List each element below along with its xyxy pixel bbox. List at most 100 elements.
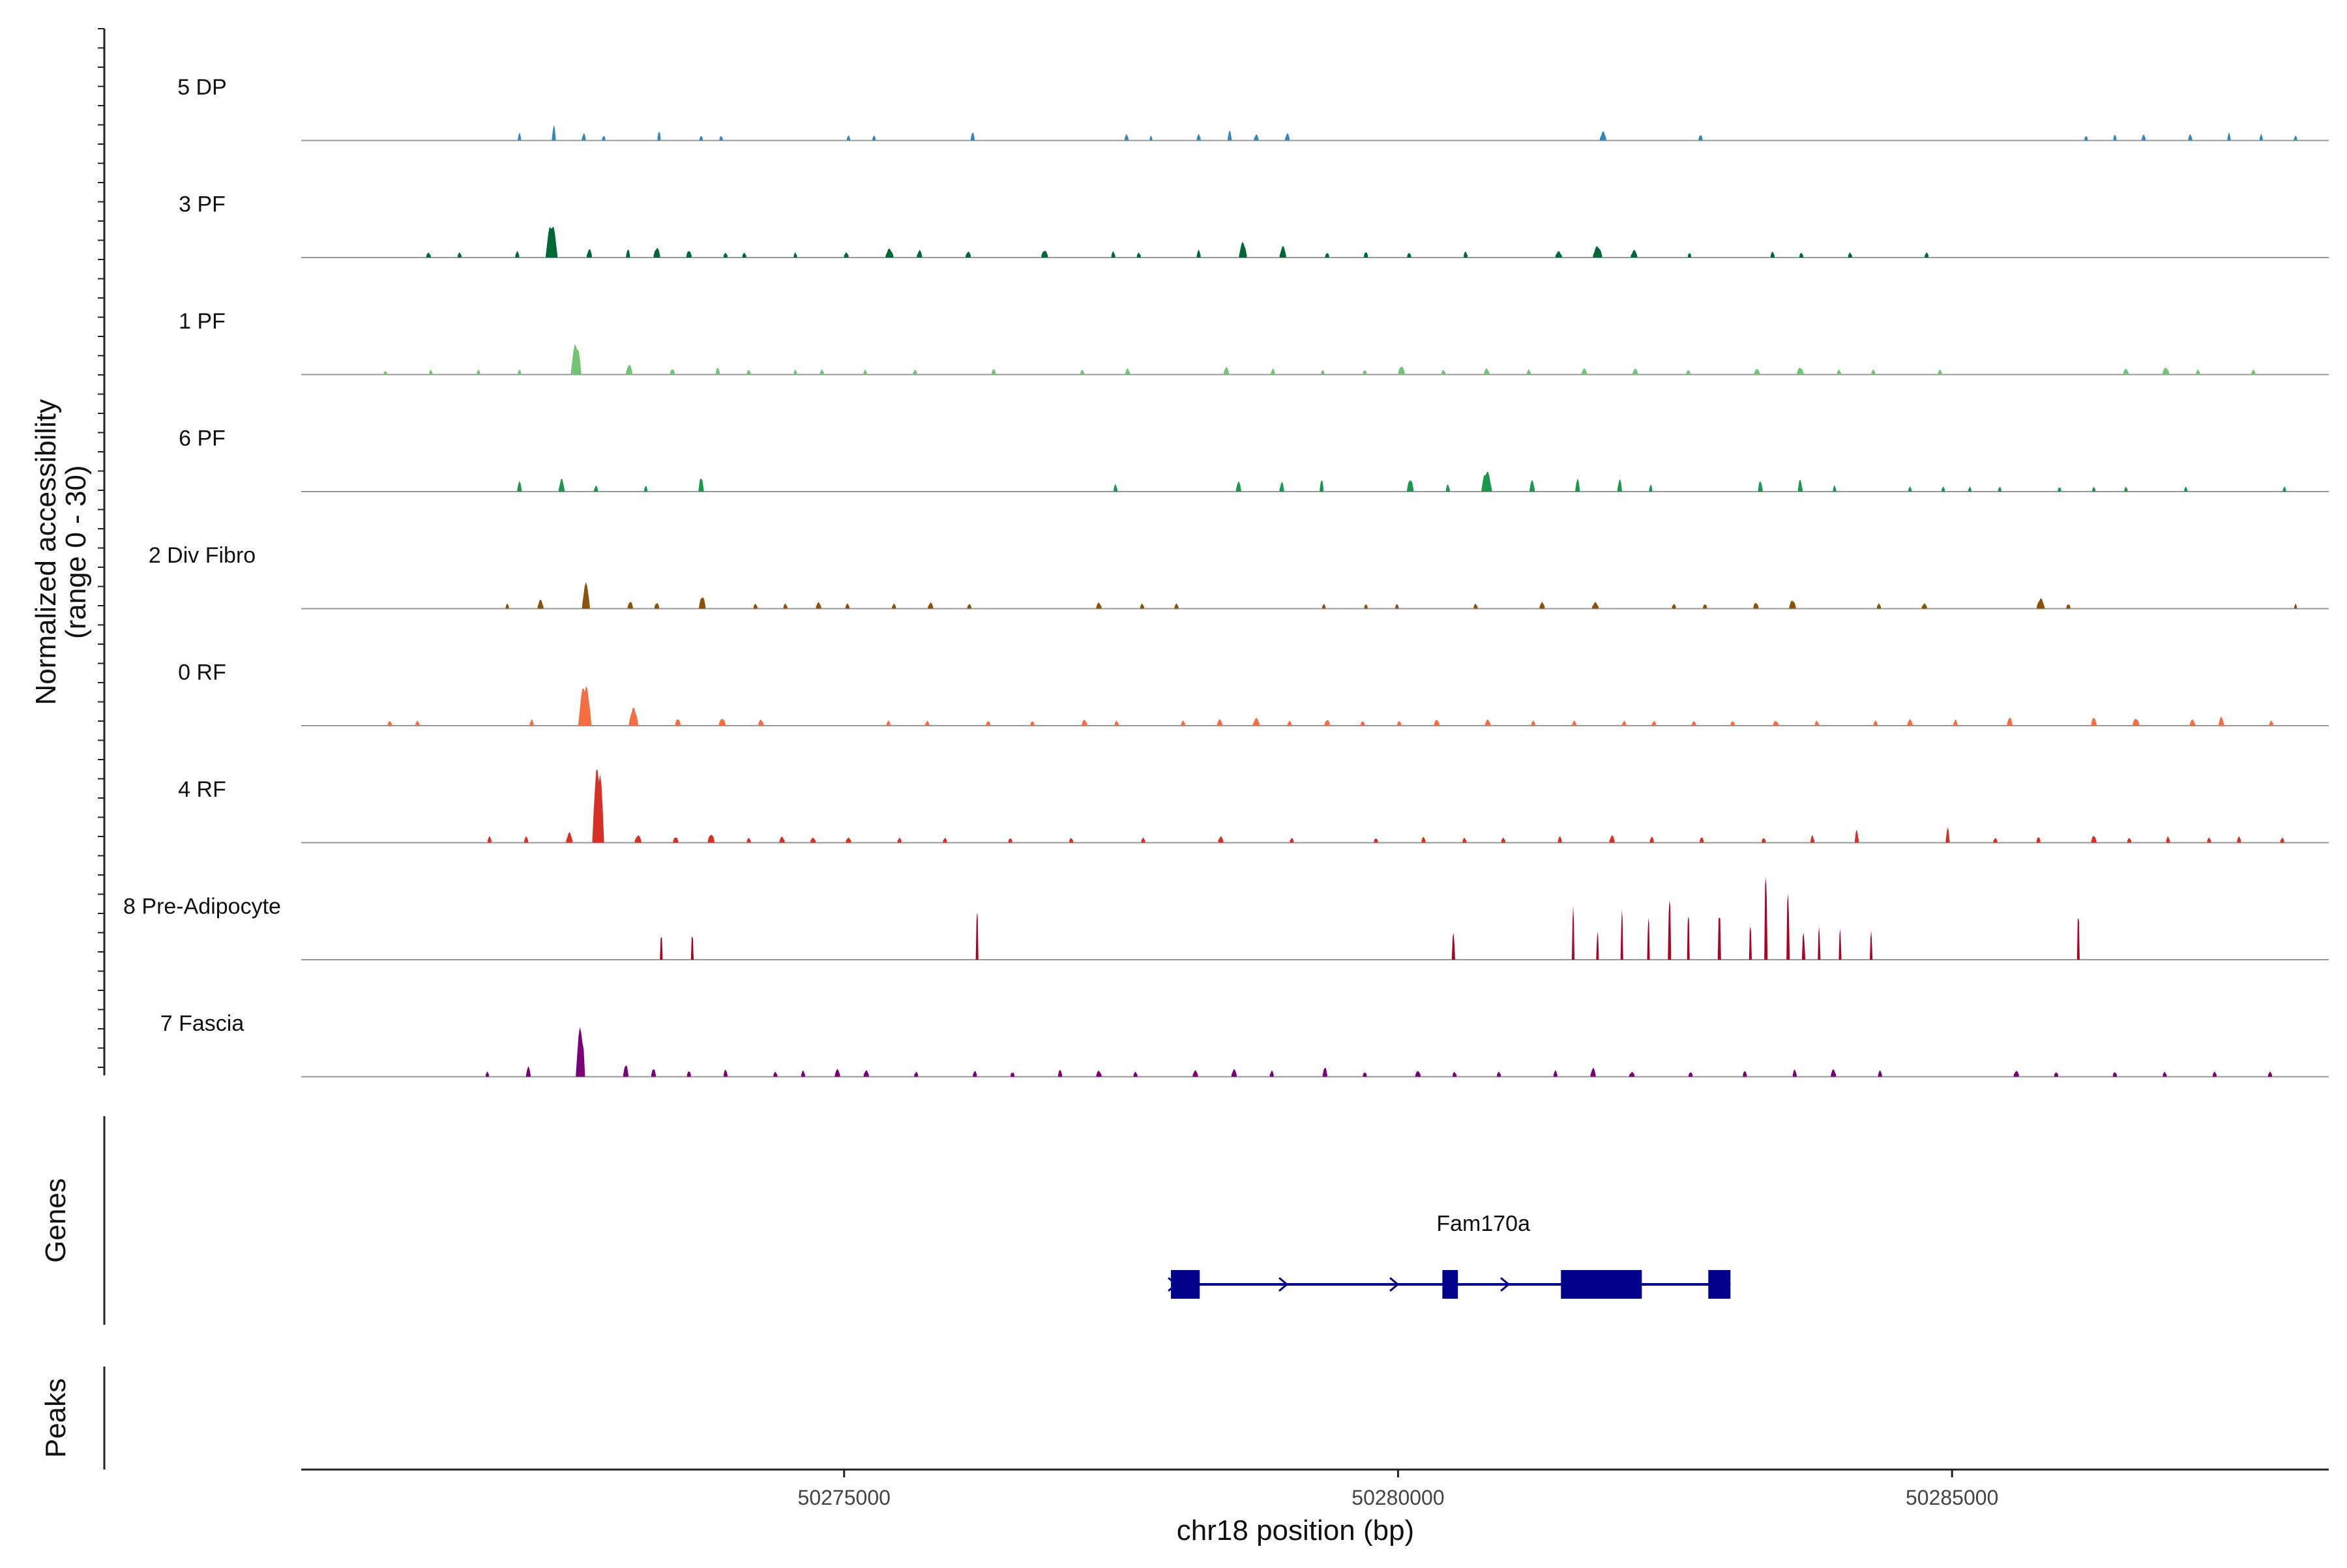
coverage-peak [1870, 930, 1873, 960]
coverage-peak [2054, 1072, 2058, 1077]
coverage-peak [834, 1069, 840, 1077]
coverage-peak [1938, 369, 1942, 375]
coverage-peak [1692, 721, 1696, 726]
coverage-peak [723, 252, 728, 258]
coverage-peak [816, 602, 821, 609]
coverage-peak [1096, 1071, 1102, 1077]
accessibility-y-axis: Normalized accessibility(range 0 - 30) [30, 28, 106, 1076]
coverage-peak [582, 582, 590, 609]
coverage-peak [1773, 720, 1779, 726]
coverage-peak [1290, 838, 1294, 843]
coverage-peak [2037, 598, 2045, 609]
coverage-peak [1269, 1070, 1274, 1077]
coverage-peak [1878, 1070, 1882, 1077]
coverage-peak [746, 838, 751, 843]
coverage-peak [1239, 242, 1247, 258]
coverage-peak [675, 719, 681, 726]
coverage-peak [594, 485, 598, 492]
coverage-peak [1590, 1067, 1596, 1077]
coverage-peak [1838, 928, 1842, 960]
coverage-peak [1799, 252, 1804, 258]
coverage-peak [719, 136, 723, 141]
coverage-peak [773, 1071, 778, 1077]
coverage-peak [1698, 135, 1703, 141]
x-tick-label: 50275000 [798, 1486, 891, 1509]
coverage-peak [783, 603, 788, 609]
coverage-peak [1754, 368, 1760, 375]
coverage-peak [742, 252, 746, 258]
coverage-peak [2259, 134, 2263, 141]
coverage-peak [1622, 720, 1627, 726]
coverage-peak [1133, 1071, 1138, 1077]
coverage-peak [2227, 132, 2231, 141]
coverage-peak [644, 486, 648, 492]
coverage-peak [1501, 837, 1505, 843]
coverage-peak [1011, 1072, 1015, 1077]
coverage-peak [660, 937, 663, 960]
coverage-peak [1700, 837, 1704, 843]
coverage-peak [1069, 838, 1074, 843]
coverage-peak [707, 835, 715, 843]
coverage-peak [1441, 370, 1446, 375]
track-7-fascia: 7 Fascia [160, 1011, 2329, 1078]
coverage-peak [2294, 603, 2297, 609]
coverage-peak [1945, 827, 1950, 843]
coverage-peak [925, 720, 930, 726]
coverage-peak [2219, 716, 2224, 726]
coverage-peak [1814, 720, 1819, 726]
coverage-peak [943, 838, 947, 843]
coverage-peak [1689, 1072, 1693, 1077]
coverage-peak [2166, 836, 2170, 843]
coverage-peak [626, 364, 633, 375]
coverage-peak [1877, 603, 1882, 609]
coverage-peak [1703, 604, 1707, 609]
coverage-peak [546, 226, 558, 258]
coverage-peak [566, 832, 573, 843]
coverage-peak [1617, 479, 1622, 492]
coverage-peak [1398, 366, 1405, 375]
coverage-peak [1324, 720, 1330, 726]
coverage-peak [1555, 251, 1562, 258]
coverage-peak [1096, 602, 1102, 609]
strand-arrow-icon [1500, 1277, 1511, 1292]
coverage-peak [1572, 720, 1576, 726]
coverage-peak [1647, 918, 1650, 960]
track-5-dp: 5 DP [177, 75, 2329, 141]
coverage-peak [1141, 837, 1145, 843]
coverage-peak [458, 252, 462, 258]
coverage-peak [1770, 252, 1775, 258]
track-6-pf: 6 PF [179, 426, 2329, 492]
coverage-peak [1620, 910, 1623, 960]
coverage-peak [586, 248, 592, 258]
coverage-peak [1789, 600, 1796, 609]
coverage-peak [2123, 368, 2129, 375]
coverage-peak [634, 835, 642, 843]
coverage-peak [718, 718, 726, 726]
coverage-peak [819, 369, 824, 375]
y-axis-title: Normalized accessibility(range 0 - 30) [30, 399, 92, 705]
coverage-peak [2113, 134, 2117, 141]
coverage-peak [1235, 481, 1241, 492]
coverage-peak [592, 769, 604, 843]
coverage-peak [914, 1071, 919, 1077]
x-axis-title: chr18 position (bp) [1177, 1515, 1414, 1546]
track-0-rf: 0 RF [178, 660, 2329, 726]
coverage-peak [1717, 917, 1721, 960]
coverage-peak [847, 135, 851, 141]
coverage-peak [1833, 485, 1837, 492]
coverage-peak [529, 718, 534, 726]
coverage-peak [801, 1070, 805, 1077]
coverage-peak [1196, 249, 1201, 258]
coverage-peak [793, 252, 797, 258]
strand-arrow-icon [1389, 1277, 1400, 1292]
coverage-peak [1082, 719, 1087, 726]
coverage-peak [1792, 1069, 1797, 1077]
coverage-peak [863, 1070, 869, 1077]
coverage-peak [1801, 932, 1805, 960]
coverage-peak [1753, 602, 1759, 609]
coverage-peak [844, 252, 849, 258]
coverage-peak [1434, 719, 1439, 726]
coverage-peak [415, 720, 420, 726]
coverage-peak [690, 936, 694, 960]
